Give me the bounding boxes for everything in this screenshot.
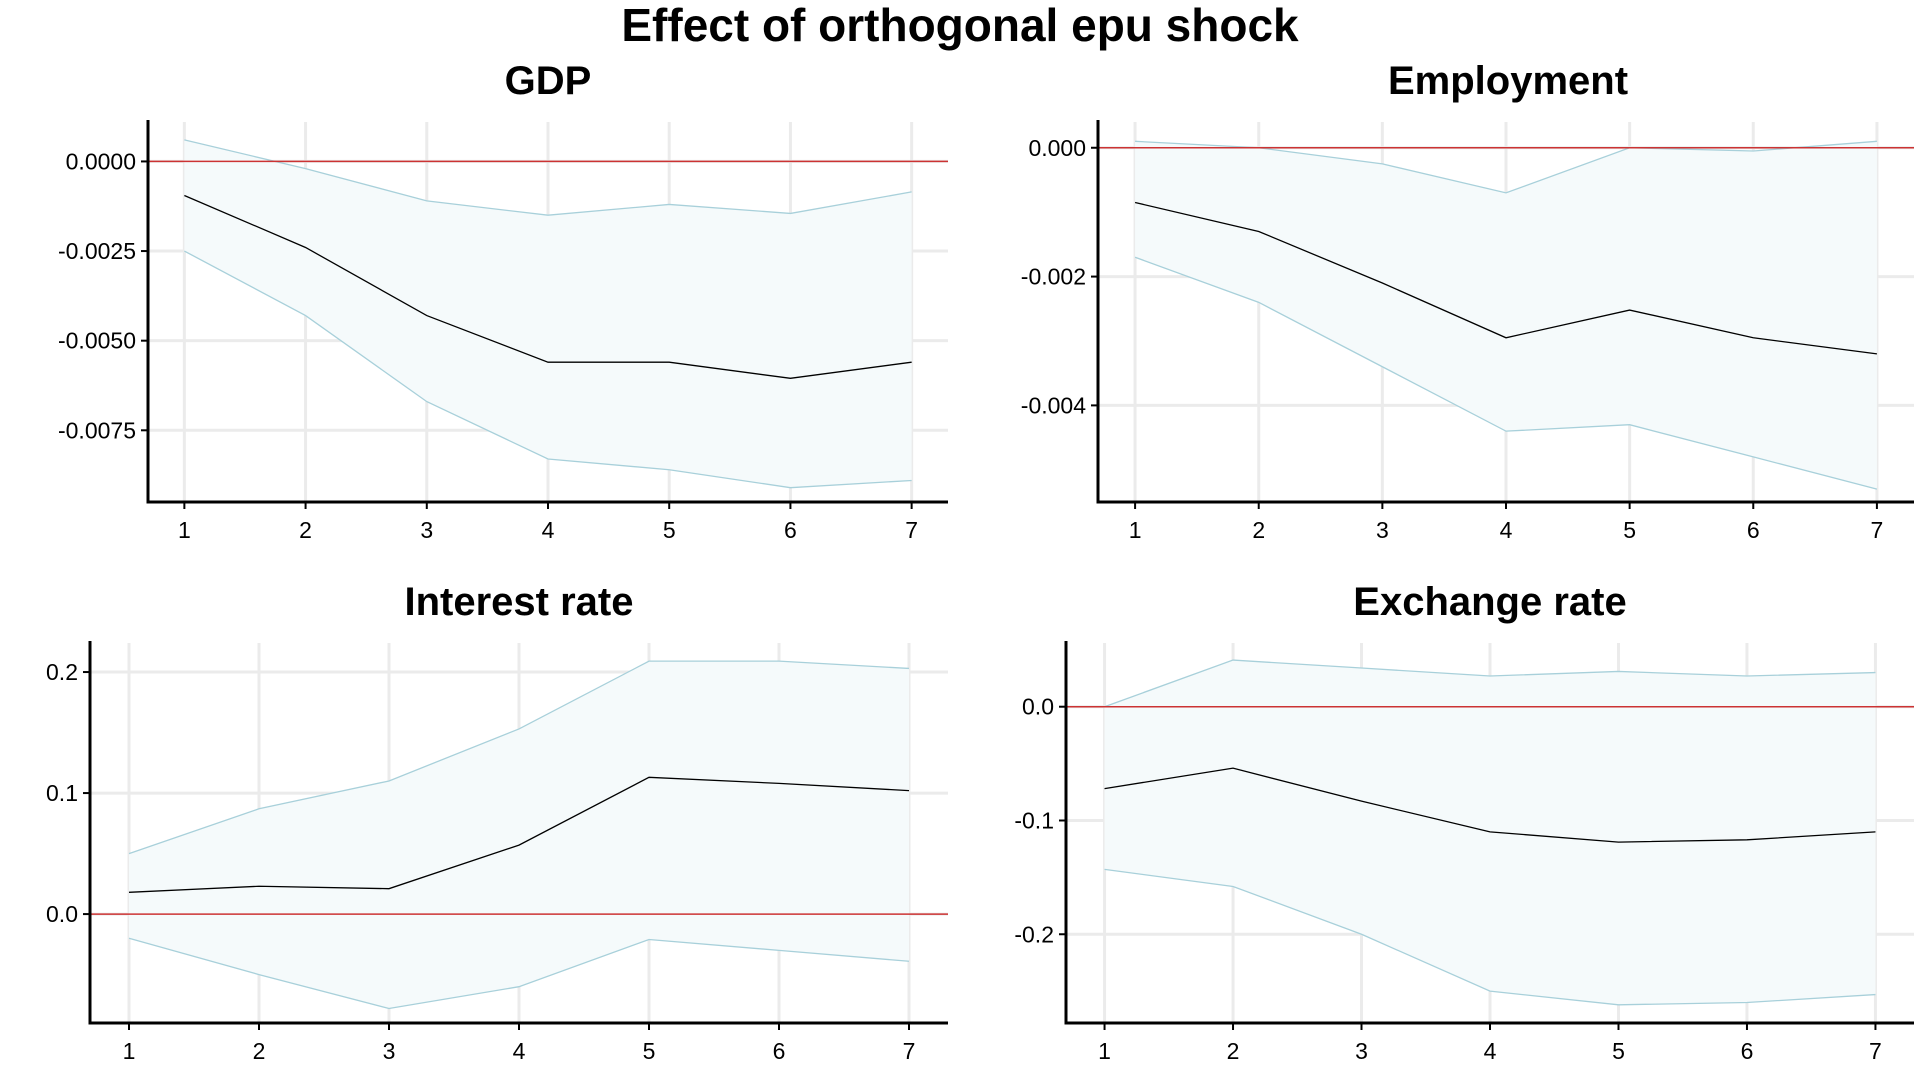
x-tick-label: 7 xyxy=(903,1038,916,1064)
y-tick-label: -0.0075 xyxy=(58,417,136,443)
x-tick-label: 3 xyxy=(420,517,433,543)
x-tick-label: 3 xyxy=(383,1038,396,1064)
lower-bound-line xyxy=(1104,868,1876,1006)
x-tick-label: 2 xyxy=(299,517,312,543)
panel-title: Interest rate xyxy=(405,580,634,624)
x-tick-label: 2 xyxy=(1252,517,1265,543)
y-tick-label: 0.000 xyxy=(1028,135,1086,161)
lower-bound-line xyxy=(1134,256,1878,490)
y-tick-label: 0.2 xyxy=(46,659,78,685)
x-tick-label: 2 xyxy=(1227,1038,1240,1064)
x-tick-label: 7 xyxy=(1871,517,1884,543)
upper-bound-line xyxy=(128,660,910,855)
y-tick-label: -0.002 xyxy=(1021,264,1086,290)
y-tick-label: -0.0050 xyxy=(58,328,136,354)
x-tick-label: 1 xyxy=(123,1038,136,1064)
lower-bound-line xyxy=(128,937,910,1010)
x-tick-label: 4 xyxy=(513,1038,526,1064)
figure-title: Effect of orthogonal epu shock xyxy=(621,0,1299,51)
x-tick-label: 5 xyxy=(643,1038,656,1064)
panel-title: GDP xyxy=(505,59,592,103)
y-tick-label: -0.004 xyxy=(1021,392,1086,418)
confidence-band xyxy=(129,661,909,1009)
panel-title: Employment xyxy=(1388,59,1628,103)
panel-2: Employment 0.000 -0.002 -0.004 1 2 3 4 5 6 7 xyxy=(1021,59,1914,543)
x-tick-label: 3 xyxy=(1376,517,1389,543)
x-tick-label: 6 xyxy=(784,517,797,543)
y-tick-label: -0.0025 xyxy=(58,238,136,264)
x-tick-label: 6 xyxy=(773,1038,786,1064)
y-tick-label: -0.1 xyxy=(1014,807,1054,833)
y-tick-label: -0.2 xyxy=(1014,921,1054,947)
y-tick-label: 0.0000 xyxy=(66,148,136,174)
x-tick-label: 4 xyxy=(1500,517,1513,543)
confidence-band xyxy=(1135,141,1877,490)
x-tick-label: 1 xyxy=(1129,517,1142,543)
panel-3: Interest rate 0.2 0.1 0.0 1 2 3 4 5 6 7 xyxy=(46,580,948,1064)
panel-1: GDP 0.0000 -0.0025 -0.0050 -0.0075 1 2 3 4 5 6 7 xyxy=(58,59,948,543)
upper-bound-line xyxy=(184,139,912,216)
panel-title: Exchange rate xyxy=(1353,580,1626,624)
confidence-band xyxy=(184,139,912,488)
x-tick-label: 6 xyxy=(1741,1038,1754,1064)
response-line xyxy=(1104,767,1876,843)
x-tick-label: 4 xyxy=(542,517,555,543)
panel-4: Exchange rate 0.0 -0.1 -0.2 1 2 3 4 5 6 7 xyxy=(1014,580,1914,1064)
response-line xyxy=(1134,201,1877,355)
x-tick-label: 1 xyxy=(178,517,191,543)
x-tick-label: 7 xyxy=(1869,1038,1882,1064)
x-tick-label: 5 xyxy=(1623,517,1636,543)
x-tick-label: 5 xyxy=(663,517,676,543)
y-tick-label: 0.0 xyxy=(46,901,78,927)
x-tick-label: 3 xyxy=(1355,1038,1368,1064)
x-tick-label: 7 xyxy=(905,517,918,543)
lower-bound-line xyxy=(184,250,912,489)
x-tick-label: 6 xyxy=(1747,517,1760,543)
x-tick-label: 1 xyxy=(1098,1038,1111,1064)
y-tick-label: 0.1 xyxy=(46,780,78,806)
x-tick-label: 5 xyxy=(1612,1038,1625,1064)
x-tick-label: 4 xyxy=(1484,1038,1497,1064)
response-line xyxy=(128,776,910,893)
y-tick-label: 0.0 xyxy=(1022,694,1054,720)
upper-bound-line xyxy=(1104,659,1876,708)
x-tick-label: 2 xyxy=(253,1038,266,1064)
response-line xyxy=(184,194,912,379)
